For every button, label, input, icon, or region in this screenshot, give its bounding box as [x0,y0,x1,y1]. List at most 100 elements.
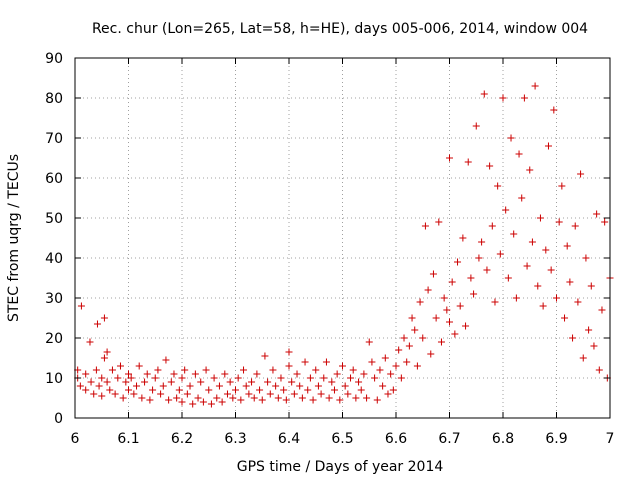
data-point [240,366,248,374]
data-point [518,194,526,202]
chart-title: Rec. chur (Lon=265, Lat=58, h=HE), days … [92,21,588,37]
data-point [395,346,403,354]
data-point [178,398,186,406]
data-point [496,250,504,258]
data-point [100,354,108,362]
data-point [515,150,523,158]
data-point [371,374,379,382]
data-point [258,396,266,404]
data-point [106,386,114,394]
data-point [116,362,124,370]
data-point [170,370,178,378]
data-point [202,366,210,374]
data-point [328,378,336,386]
data-point [280,386,288,394]
data-point [215,382,223,390]
y-tick-label: 40 [45,251,63,267]
data-point [405,342,413,350]
data-point [82,370,90,378]
data-point [250,394,258,402]
y-tick-label: 0 [54,411,63,427]
data-point [429,270,437,278]
y-tick-label: 60 [45,171,63,187]
data-point [189,400,197,408]
data-point [595,366,603,374]
data-point [403,358,411,366]
data-point [528,238,536,246]
data-point [579,354,587,362]
data-point [298,394,306,402]
data-point [149,386,157,394]
data-point [333,370,341,378]
data-point [285,348,293,356]
data-point [205,386,213,394]
data-point [571,222,579,230]
data-point [569,334,577,342]
data-point [440,294,448,302]
data-point [296,382,304,390]
data-point [480,90,488,98]
data-point [248,378,256,386]
data-point [181,366,189,374]
data-point [242,382,250,390]
data-point [491,298,499,306]
data-point [194,394,202,402]
data-point [507,134,515,142]
data-point [357,386,365,394]
data-point [502,206,510,214]
data-point [87,378,95,386]
data-point [306,374,314,382]
data-point [582,254,590,262]
data-point [218,398,226,406]
data-point [253,370,261,378]
y-tick-label: 20 [45,331,63,347]
data-point [293,370,301,378]
data-point [86,338,94,346]
y-axis-label: STEC from uqrg / TECUs [6,154,22,322]
data-point [456,302,464,310]
data-point [264,378,272,386]
x-tick-label: 6.4 [278,431,300,447]
data-point [400,334,408,342]
data-point [232,386,239,394]
data-point [435,218,443,226]
data-point [544,142,552,150]
data-point [336,396,344,404]
data-point [151,374,159,382]
data-point [421,222,429,230]
data-point [93,320,101,328]
data-point [397,374,405,382]
data-point [504,274,512,282]
data-point [478,238,486,246]
y-tick-label: 70 [45,131,63,147]
data-point [162,356,170,364]
data-point [344,390,352,398]
data-point [122,378,130,386]
data-point [199,398,207,406]
data-point [146,396,154,404]
data-point [314,382,322,390]
data-point [320,374,328,382]
data-point [424,286,432,294]
data-point [339,362,346,370]
data-point [207,400,215,408]
data-point [483,266,491,274]
data-point [76,382,84,390]
data-point [413,362,421,370]
y-tick-label: 30 [45,291,63,307]
data-point [376,366,384,374]
data-point [363,394,371,402]
data-point [427,350,435,358]
data-point [472,122,480,130]
data-point [285,362,293,370]
x-tick-label: 7 [606,431,615,447]
data-point [590,342,598,350]
data-point [143,370,151,378]
data-point [125,370,132,378]
data-point [534,282,542,290]
data-point [547,266,555,274]
x-axis-label: GPS time / Days of year 2014 [237,459,444,475]
data-point [175,386,183,394]
data-point [266,390,274,398]
y-axis-tick-labels: 0 10 20 30 40 50 60 70 80 90 [45,51,63,427]
